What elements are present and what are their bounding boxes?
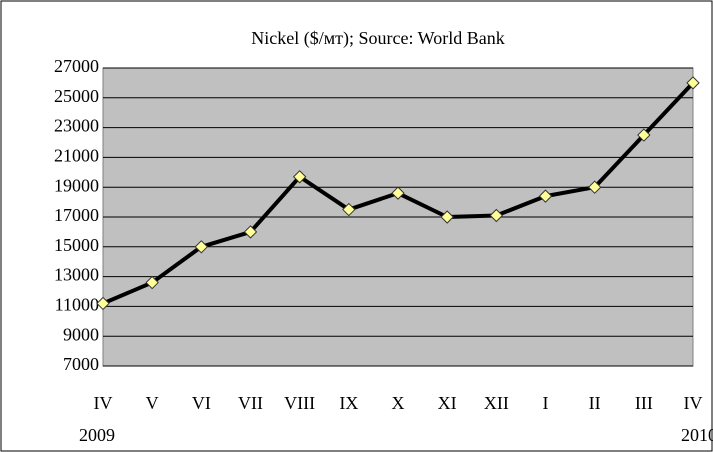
x-tick-label: VII [238,393,263,413]
x-tick-label: V [146,393,159,413]
y-tick-label: 11000 [55,295,99,315]
y-tick-label: 9000 [63,324,99,344]
y-tick-label: 7000 [63,354,99,374]
data-marker [342,202,356,217]
x-tick-label: VI [192,393,211,413]
data-marker [440,210,454,224]
x-tick-label: IV [684,393,703,413]
y-tick-label: 25000 [54,86,99,106]
x-tick-label: X [392,393,405,413]
x-tick-label: IX [339,393,358,413]
data-marker [145,275,159,290]
data-marker [194,240,209,254]
y-tick-label: 19000 [54,175,99,195]
year-label: 2009 [79,425,115,445]
x-tick-label: II [589,393,601,413]
x-tick-label: VIII [284,393,315,413]
y-tick-label: 21000 [54,146,99,166]
chart-title: Nickel ($/мт); Source: World Bank [251,28,504,49]
y-tick-label: 15000 [54,235,99,255]
data-marker [292,170,307,184]
x-tick-label: XII [484,393,509,413]
y-tick-label: 27000 [54,56,99,76]
x-tick-label: I [543,393,549,413]
y-tick-label: 23000 [54,116,99,136]
data-marker [538,189,553,203]
data-marker [243,225,258,239]
data-marker [637,128,651,142]
year-label: 2010 [681,425,713,445]
data-marker [489,208,504,223]
y-tick-label: 13000 [54,265,99,285]
y-tick-label: 17000 [54,205,99,225]
x-tick-label: XI [438,393,457,413]
x-tick-label: III [635,393,653,413]
x-tick-label: IV [94,393,113,413]
data-marker [686,76,700,90]
data-marker [587,180,602,194]
data-marker [391,186,405,200]
data-marker [96,296,110,311]
